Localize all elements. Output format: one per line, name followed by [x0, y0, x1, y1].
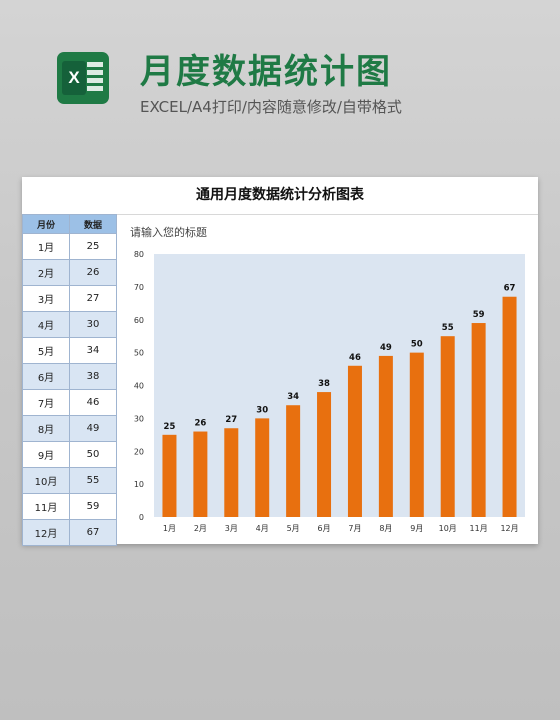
bar[interactable]: [286, 405, 301, 517]
cell-month[interactable]: 9月: [22, 441, 70, 468]
table-row: 1月 25: [22, 233, 117, 260]
x-tick-label: 6月: [317, 524, 330, 533]
cell-value[interactable]: 46: [69, 389, 117, 416]
y-tick-label: 70: [134, 283, 144, 292]
table-row: 3月 27: [22, 285, 117, 312]
cell-value[interactable]: 34: [69, 337, 117, 364]
bar[interactable]: [255, 418, 270, 517]
data-label: 34: [287, 392, 299, 402]
bar[interactable]: [440, 336, 455, 517]
cell-value[interactable]: 30: [69, 311, 117, 338]
data-label: 67: [504, 284, 516, 294]
y-tick-label: 60: [134, 316, 144, 325]
bar[interactable]: [378, 355, 393, 517]
table-row: 12月 67: [22, 519, 117, 546]
x-tick-label: 7月: [348, 524, 361, 533]
cell-month[interactable]: 4月: [22, 311, 70, 338]
plot-background: [154, 254, 525, 517]
excel-x-letter: X: [62, 61, 86, 95]
cell-value[interactable]: 38: [69, 363, 117, 390]
x-tick-label: 12月: [500, 524, 518, 533]
x-tick-label: 2月: [194, 524, 207, 533]
bar[interactable]: [162, 434, 177, 517]
excel-logo-icon: X: [57, 52, 109, 104]
cell-month[interactable]: 3月: [22, 285, 70, 312]
y-tick-label: 30: [134, 414, 144, 423]
data-label: 55: [442, 323, 454, 333]
table-row: 8月 49: [22, 415, 117, 442]
bar[interactable]: [193, 431, 208, 517]
y-tick-label: 50: [134, 349, 144, 358]
table-row: 7月 46: [22, 389, 117, 416]
cell-value[interactable]: 27: [69, 285, 117, 312]
data-label: 46: [349, 353, 361, 363]
cell-value[interactable]: 55: [69, 467, 117, 494]
x-tick-label: 1月: [163, 524, 176, 533]
y-tick-label: 20: [134, 447, 144, 456]
data-label: 50: [411, 340, 423, 350]
cell-month[interactable]: 7月: [22, 389, 70, 416]
cell-value[interactable]: 49: [69, 415, 117, 442]
cell-value[interactable]: 25: [69, 233, 117, 260]
y-tick-label: 80: [134, 250, 144, 259]
header: X 月度数据统计图 EXCEL/A4打印/内容随意修改/自带格式: [0, 0, 560, 150]
table-row: 2月 26: [22, 259, 117, 286]
data-label: 27: [225, 415, 237, 425]
data-label: 59: [473, 310, 485, 320]
table-row: 5月 34: [22, 337, 117, 364]
data-label: 30: [256, 405, 268, 415]
cell-month[interactable]: 10月: [22, 467, 70, 494]
page-title: 月度数据统计图: [140, 52, 392, 92]
cell-month[interactable]: 11月: [22, 493, 70, 520]
table-row: 4月 30: [22, 311, 117, 338]
bar[interactable]: [317, 392, 332, 517]
cell-month[interactable]: 2月: [22, 259, 70, 286]
x-tick-label: 11月: [470, 524, 488, 533]
cell-value[interactable]: 59: [69, 493, 117, 520]
table-row: 6月 38: [22, 363, 117, 390]
y-tick-label: 10: [134, 480, 144, 489]
x-tick-label: 4月: [256, 524, 269, 533]
bar[interactable]: [471, 323, 486, 517]
header-month: 月份: [22, 214, 70, 234]
table-row: 10月 55: [22, 467, 117, 494]
bar[interactable]: [347, 365, 362, 517]
bar-chart: 0 10 20 30 40 50 60 70 80 25 1月 26 2月 27 3月 30 4月 34 5月 38 6…: [134, 250, 525, 533]
spreadsheet-preview: 通用月度数据统计分析图表 月份 数据 1月 25 2月 26 3月 27 4月 30 5月 34 6…: [22, 177, 538, 546]
header-value: 数据: [69, 214, 117, 234]
x-tick-label: 8月: [379, 524, 392, 533]
table-row: 9月 50: [22, 441, 117, 468]
page-subtitle: EXCEL/A4打印/内容随意修改/自带格式: [140, 98, 402, 116]
excel-grid-icon: [87, 62, 103, 94]
bar[interactable]: [409, 352, 424, 517]
x-tick-label: 10月: [439, 524, 457, 533]
table-header-row: 月份 数据: [22, 214, 117, 234]
cell-month[interactable]: 12月: [22, 519, 70, 546]
cell-value[interactable]: 26: [69, 259, 117, 286]
data-table: 月份 数据 1月 25 2月 26 3月 27 4月 30 5月 34 6月 38 7月 46 8月 49 9月…: [22, 214, 117, 546]
data-label: 25: [164, 422, 176, 432]
cell-value[interactable]: 50: [69, 441, 117, 468]
data-label: 38: [318, 379, 330, 389]
bar[interactable]: [502, 296, 517, 517]
y-tick-label: 0: [139, 513, 144, 522]
y-tick-label: 40: [134, 382, 144, 391]
chart-caption: 请输入您的标题: [130, 226, 207, 239]
x-tick-label: 5月: [287, 524, 300, 533]
chart-area: 请输入您的标题 0 10 20 30 40 50 60 70 80 25 1月 26 2月 27 3月 30 4…: [117, 214, 538, 544]
cell-month[interactable]: 6月: [22, 363, 70, 390]
sheet-title: 通用月度数据统计分析图表: [22, 177, 538, 215]
cell-month[interactable]: 8月: [22, 415, 70, 442]
table-row: 11月 59: [22, 493, 117, 520]
x-tick-label: 9月: [410, 524, 423, 533]
data-label: 49: [380, 343, 392, 353]
cell-month[interactable]: 1月: [22, 233, 70, 260]
x-tick-label: 3月: [225, 524, 238, 533]
data-label: 26: [194, 419, 206, 429]
bar[interactable]: [224, 428, 239, 517]
cell-month[interactable]: 5月: [22, 337, 70, 364]
cell-value[interactable]: 67: [69, 519, 117, 546]
